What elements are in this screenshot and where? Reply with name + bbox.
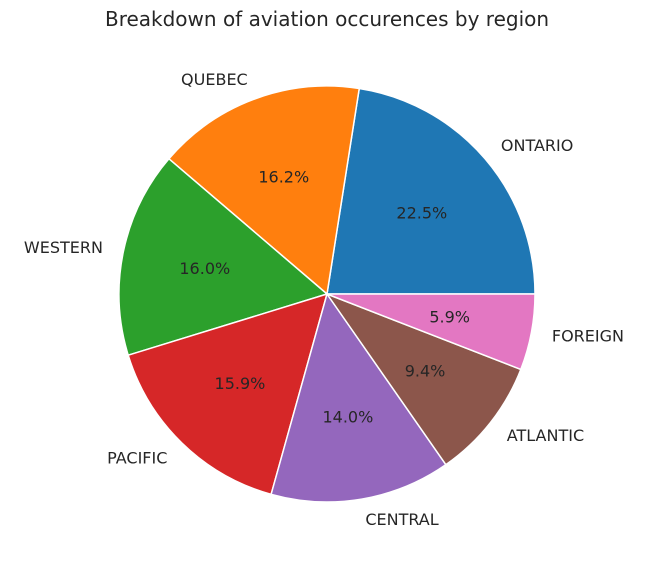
pie-slice-pacific [127, 292, 329, 496]
category-label-quebec: QUEBEC [181, 70, 248, 89]
pie-slice-western [118, 157, 329, 357]
category-label-foreign: FOREIGN [552, 327, 624, 346]
category-labels: ONTARIO QUEBEC WESTERN PACIFIC CENTRAL ATLANT… [24, 70, 624, 529]
percent-label-foreign: 5.9% [429, 308, 470, 327]
pie-slice-ontario [326, 87, 536, 295]
percent-label-quebec: 16.2% [258, 167, 309, 186]
percent-labels: 22.5% 16.2% 16.0% 15.9% 14.0% 9.4% 5.9% [179, 167, 470, 426]
pie-slice-central [270, 292, 447, 503]
category-label-central: CENTRAL [365, 510, 438, 529]
category-label-atlantic: ATLANTIC [507, 426, 584, 445]
category-label-pacific: PACIFIC [107, 448, 167, 467]
pie-slice-atlantic [324, 292, 522, 466]
category-label-western: WESTERN [24, 238, 103, 257]
percent-label-atlantic: 9.4% [405, 362, 446, 381]
pie-slice-quebec [167, 85, 361, 296]
pie-slice-foreign [326, 293, 536, 371]
percent-label-pacific: 15.9% [215, 374, 266, 393]
chart-title: Breakdown of aviation occurences by regi… [105, 7, 549, 31]
pie-slices [118, 85, 536, 503]
percent-label-ontario: 22.5% [396, 203, 447, 222]
percent-label-western: 16.0% [179, 259, 230, 278]
percent-label-central: 14.0% [322, 408, 373, 427]
category-label-ontario: ONTARIO [501, 136, 573, 155]
